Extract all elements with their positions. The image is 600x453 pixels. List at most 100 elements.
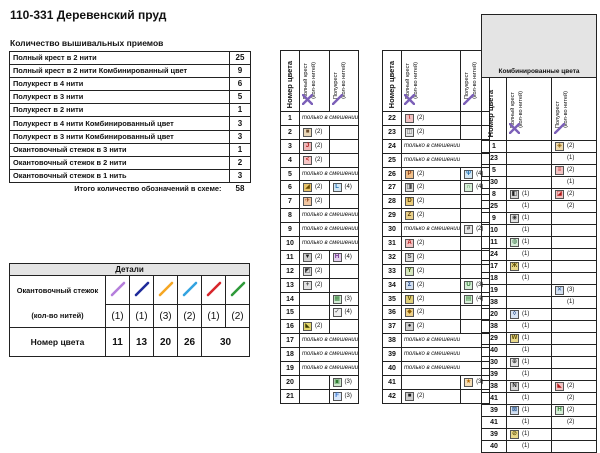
combined-row: 8 ◧ (1) ◪ (2) <box>481 188 597 201</box>
stitch-symbol-icon: ▤ <box>464 294 474 304</box>
full-cross-cell: (1) <box>506 248 552 261</box>
full-cross-cell: ◆ (2) <box>400 305 462 321</box>
half-cross-cell: ✕ (3) <box>551 284 597 297</box>
thread-count: (2) <box>315 198 323 205</box>
stitch-symbol-icon: # <box>464 225 474 235</box>
half-cross-cell: H (2) <box>551 404 597 417</box>
color-code: 9 <box>280 222 300 238</box>
color-code: 11 <box>481 236 507 249</box>
full-cross-cell <box>506 164 552 177</box>
thread-count: (2) <box>417 253 425 260</box>
full-cross-icon <box>301 93 314 106</box>
thread-count: (2) <box>315 253 323 260</box>
stitch-symbol-icon: ◫ <box>405 127 414 137</box>
count-label: Окантовочный стежок в 2 нити <box>9 155 230 170</box>
count-value: 2 <box>229 155 251 170</box>
count-label: Полукрест в 2 нити <box>9 103 230 118</box>
color-code: 17 <box>280 333 300 349</box>
combined-row: 40 (1) <box>481 344 597 357</box>
thread-count: (2) <box>417 323 425 330</box>
legend-row: 24 только в смешении <box>382 138 491 154</box>
combined-title: Комбинированные цвета <box>481 14 597 78</box>
stitch-symbol-icon: W <box>510 334 519 343</box>
mix-only-note: только в смешении <box>298 236 360 251</box>
combined-row: 1 ◈ (2) <box>481 140 597 153</box>
legend-row: 4 < (2) <box>280 152 360 168</box>
stitch-symbol-icon: < <box>303 155 312 165</box>
legend-row: 23 ◫ (2) <box>382 124 491 140</box>
count-value: 6 <box>229 77 251 92</box>
half-cross-cell: ✓ (4) <box>328 305 360 321</box>
stitch-symbol-icon: ◆ <box>405 308 414 318</box>
color-code: 26 <box>382 166 402 182</box>
thread-count: (4) <box>344 184 352 191</box>
full-cross-icon <box>508 122 521 135</box>
half-cross-cell <box>551 308 597 321</box>
half-cross-cell: ▣ (3) <box>328 374 360 390</box>
thread-count: (2) <box>417 239 425 246</box>
half-cross-cell <box>328 319 360 335</box>
stitch-symbol-icon: ◣ <box>555 382 564 391</box>
backstitch-code: 26 <box>177 327 202 357</box>
thread-count: (2) <box>315 184 323 191</box>
column-header-code: Номер цвета <box>481 77 507 141</box>
mix-only-note: только в смешении <box>400 361 491 376</box>
thread-count: (2) <box>417 309 425 316</box>
legend-row: 6 ◢ (2) L (4) <box>280 180 360 196</box>
thread-count: (1) <box>522 395 530 401</box>
thread-count: (2) <box>417 267 425 274</box>
half-cross-icon <box>553 122 566 135</box>
stitch-symbol-icon: ◨ <box>405 183 414 193</box>
count-row: Окантовочный стежок в 1 нить 3 <box>9 168 251 183</box>
thread-count: (2) <box>315 156 323 163</box>
full-cross-cell: ● (2) <box>400 319 462 335</box>
legend-row: 29 Z (2) <box>382 208 491 224</box>
stitch-symbol-icon: ⊘ <box>510 430 519 439</box>
half-cross-cell <box>551 248 597 261</box>
thread-count: (1) <box>522 335 530 341</box>
half-cross-cell <box>551 440 597 453</box>
thread-count: (1) <box>522 419 530 425</box>
column-header-code: Номер цвета <box>382 50 402 112</box>
stitch-symbol-icon: V <box>405 294 414 304</box>
combined-row: 41 (1) (2) <box>481 416 597 429</box>
backstitch-color <box>153 275 178 305</box>
half-cross-cell <box>551 260 597 273</box>
combined-row: 18 (1) <box>481 272 597 285</box>
full-cross-cell <box>400 374 462 390</box>
full-cross-cell: ⊘ (1) <box>506 428 552 441</box>
stitch-symbol-icon: ◈ <box>555 142 564 151</box>
color-code: 15 <box>280 305 300 321</box>
stitch-symbol-icon: ◍ <box>510 238 519 247</box>
count-label: Окантовочный стежок в 1 нить <box>9 168 230 183</box>
color-code: 12 <box>280 263 300 279</box>
combined-row: 25 (1) (2) <box>481 200 597 213</box>
half-cross-cell <box>551 344 597 357</box>
counts-heading: Количество вышивальных приемов <box>10 38 164 48</box>
stitch-symbol-icon: Ж <box>510 262 519 271</box>
color-code: 3 <box>280 138 300 154</box>
full-cross-cell: ◊ (1) <box>506 308 552 321</box>
color-legend-b: Номер цвета Полный крест (кол-во нитей) Пол… <box>382 50 491 404</box>
stitch-symbol-icon: ■ <box>303 127 312 137</box>
color-code: 28 <box>382 194 402 210</box>
half-cross-cell: ▦ (3) <box>328 291 360 307</box>
full-cross-cell: A (2) <box>400 236 462 251</box>
full-cross-cell <box>506 152 552 165</box>
color-code: 24 <box>481 248 507 261</box>
stitch-symbol-icon: F <box>332 391 342 401</box>
stitch-symbol-icon: ▦ <box>332 294 342 304</box>
count-label: Полный крест в 2 нити <box>9 50 230 66</box>
stitch-symbol-icon: ◢ <box>303 183 312 193</box>
mix-only-note: только в смешении <box>400 152 491 168</box>
thread-count: (2) <box>417 198 425 205</box>
legend-row: 37 ● (2) <box>382 319 491 335</box>
count-row: Полукрест в 3 нити 5 <box>9 90 251 105</box>
color-code: 4 <box>280 152 300 168</box>
stitch-symbol-icon: ◪ <box>555 190 564 199</box>
color-code: 41 <box>382 374 402 390</box>
half-cross-cell: ◪ (2) <box>551 188 597 201</box>
full-cross-cell: V (2) <box>400 291 462 307</box>
stitch-symbol-icon: ✓ <box>332 308 342 318</box>
total-row: Итого количество обозначений в схеме: 58 <box>10 182 251 195</box>
